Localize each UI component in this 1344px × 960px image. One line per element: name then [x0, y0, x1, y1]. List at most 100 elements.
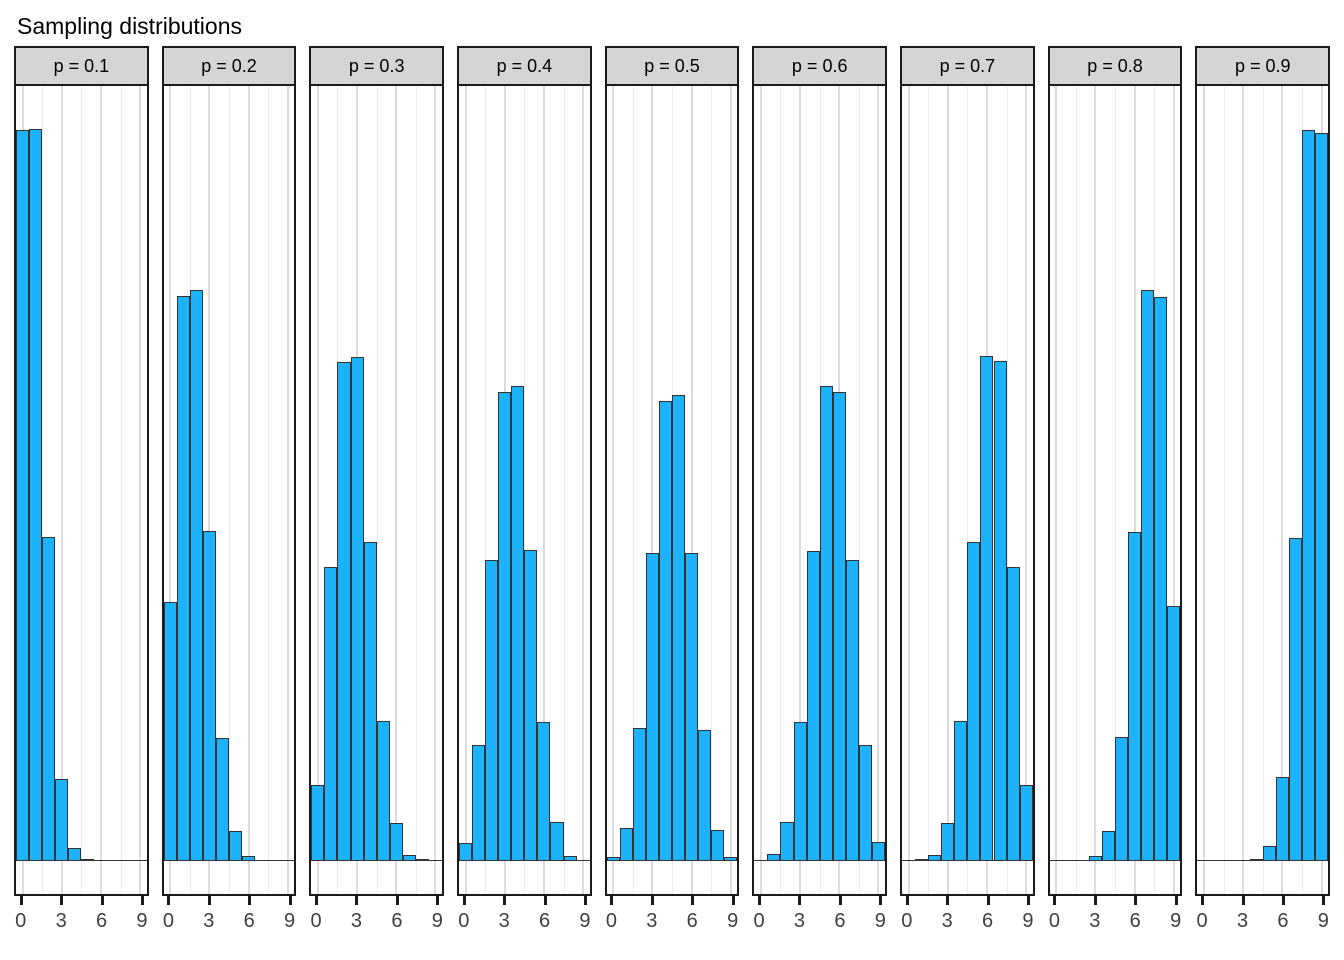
gridline-major: [582, 86, 585, 894]
histogram-bar: [632, 727, 646, 861]
gridline-major: [464, 86, 467, 894]
gridline-major: [946, 86, 949, 894]
axis-tick: [1322, 896, 1326, 905]
facet-grid: p = 0.1 0 3 6 9 p = 0.2 0 3 6 9 p = 0.3 0 3 6 9 p = 0.4…: [0, 46, 1344, 952]
gridline-minor: [563, 86, 565, 894]
gridline-minor: [268, 86, 270, 894]
gridline-minor: [485, 86, 487, 894]
histogram-bar: [928, 854, 942, 861]
axis-tick: [395, 896, 399, 905]
facet-strip-label: p = 0.1: [14, 46, 149, 84]
histogram-bar: [1101, 830, 1116, 861]
histogram-bar: [1314, 132, 1329, 861]
histogram-bar: [163, 601, 177, 861]
gridline-major: [1242, 86, 1245, 894]
axis-tick: [583, 896, 587, 905]
x-axis: 0 3 6 9: [1195, 896, 1330, 952]
x-axis: 0 3 6 9: [605, 896, 740, 952]
histogram-bar: [1088, 855, 1102, 861]
histogram-bar: [537, 721, 551, 861]
axis-tick: [946, 896, 950, 905]
histogram-bar: [42, 536, 56, 861]
axis-tick-label: 6: [1277, 910, 1289, 932]
gridline-major: [395, 86, 398, 894]
facet-panel: p = 0.8 0 3 6 9: [1047, 46, 1183, 952]
axis-tick: [758, 896, 762, 905]
histogram-bar: [967, 541, 981, 861]
facet-strip-label: p = 0.7: [900, 46, 1035, 84]
histogram-bar: [606, 856, 620, 861]
histogram-bar: [658, 400, 673, 861]
axis-tick-label: 0: [753, 910, 765, 932]
histogram-bar: [485, 559, 499, 861]
axis-tick-label: 0: [1196, 910, 1208, 932]
axis-tick: [879, 896, 883, 905]
gridline-major: [60, 86, 63, 894]
gridline-major: [286, 86, 289, 894]
axis-tick: [543, 896, 547, 905]
histogram-panel: [604, 84, 740, 896]
gridline-minor: [415, 86, 417, 894]
gridline-minor: [928, 86, 930, 894]
gridline-minor: [524, 86, 526, 894]
axis-tick: [1201, 896, 1205, 905]
histogram-panel: [900, 84, 1035, 896]
axis-tick-label: 3: [646, 910, 658, 932]
histogram-bar: [819, 385, 833, 861]
histogram-panel: [14, 84, 149, 896]
histogram-bar: [363, 541, 377, 861]
gridline-minor: [81, 86, 83, 894]
facet-panel: p = 0.1 0 3 6 9: [14, 46, 149, 952]
histogram-bar: [402, 854, 416, 861]
histogram-bar: [780, 821, 794, 861]
axis-tick-label: 3: [793, 910, 806, 932]
gridline-minor: [1075, 86, 1077, 894]
axis-tick-label: 6: [538, 910, 551, 932]
axis-tick: [1134, 896, 1138, 905]
axis-tick-label: 9: [874, 910, 886, 932]
gridline-major: [1202, 86, 1205, 894]
facet-strip-label: p = 0.3: [309, 46, 445, 84]
histogram-bar: [1154, 296, 1168, 861]
histogram-bar: [459, 842, 473, 861]
gridline-major: [759, 86, 762, 894]
axis-tick: [207, 896, 211, 905]
histogram-bar: [415, 858, 429, 861]
axis-tick-label: 9: [431, 910, 443, 932]
histogram-bar: [1006, 566, 1020, 861]
histogram-bar: [1167, 605, 1181, 861]
axis-tick: [610, 896, 614, 905]
histogram-bar: [672, 394, 686, 861]
histogram-bar: [1301, 129, 1315, 861]
gridline-major: [651, 86, 654, 894]
histogram-bar: [229, 830, 243, 861]
axis-tick-label: 0: [162, 910, 174, 932]
gridline-major: [877, 86, 880, 894]
facet-panel: p = 0.4 0 3 6 9: [457, 46, 592, 952]
axis-tick: [167, 896, 171, 905]
gridline-minor: [711, 86, 713, 894]
x-axis: 0 3 6 9: [309, 896, 444, 952]
gridline-minor: [1262, 86, 1264, 894]
axis-tick: [986, 896, 990, 905]
axis-tick: [60, 896, 64, 905]
x-axis: 0 3 6 9: [900, 896, 1035, 952]
histogram-bar: [1275, 776, 1289, 861]
histogram-bar: [711, 829, 725, 861]
histogram-bar: [16, 129, 30, 861]
gridline-minor: [780, 86, 782, 894]
axis-tick: [19, 896, 23, 905]
gridline-major: [729, 86, 732, 894]
axis-tick: [691, 896, 695, 905]
histogram-bar: [215, 737, 229, 861]
axis-tick-label: 0: [15, 910, 27, 932]
x-axis: 0 3 6 9: [162, 896, 297, 952]
axis-tick: [288, 896, 292, 905]
gridline-major: [1281, 86, 1284, 894]
axis-tick-label: 9: [1170, 910, 1182, 932]
axis-tick: [650, 896, 654, 905]
histogram-panel: [457, 84, 592, 896]
histogram-bar: [337, 361, 351, 861]
histogram-panel: [161, 84, 297, 896]
axis-tick: [798, 896, 802, 905]
